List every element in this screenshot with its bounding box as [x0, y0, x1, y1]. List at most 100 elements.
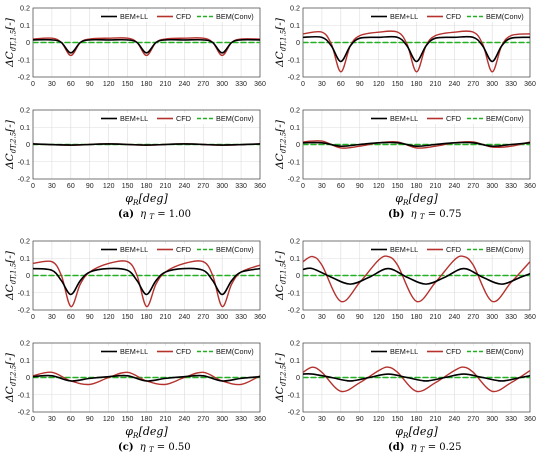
x-tick-label: 330	[505, 81, 517, 88]
x-axis-label-unit: [deg]	[139, 192, 169, 205]
series-bemll-line	[303, 267, 530, 285]
legend-box	[369, 244, 527, 255]
x-axis-label: φR[deg]	[395, 425, 438, 440]
series-cfd-line	[33, 260, 260, 308]
y-tick-label: 0.1	[20, 254, 30, 263]
x-tick-label: 150	[122, 314, 134, 321]
y-tick-label: 0.2	[20, 237, 30, 246]
x-tick-label: 60	[337, 314, 345, 321]
x-tick-label: 210	[430, 416, 442, 423]
x-tick-label: 60	[67, 416, 75, 423]
legend-label-conv: BEM(Conv)	[486, 245, 524, 254]
caption-d-sub: T	[420, 446, 426, 454]
y-tick-label: -0.2	[288, 73, 300, 82]
x-tick-label: 60	[67, 183, 75, 190]
x-axis-label-unit: [deg]	[409, 425, 439, 438]
legend-label-cfd: CFD	[446, 245, 461, 254]
x-tick-label: 330	[235, 183, 247, 190]
y-axis-label: ΔCdT,1.5[-]	[274, 250, 288, 301]
x-tick-label: 240	[448, 314, 460, 321]
x-tick-label: 90	[356, 314, 364, 321]
caption-b-eta: η	[411, 209, 417, 220]
series-cfd-line	[303, 366, 530, 393]
x-tick-label: 60	[67, 314, 75, 321]
x-tick-label: 90	[356, 81, 364, 88]
caption-a-letter: (a)	[118, 209, 134, 220]
y-tick-label: 0.1	[290, 254, 300, 263]
x-tick-label: 150	[122, 416, 134, 423]
x-tick-label: 300	[216, 81, 228, 88]
legend-label-bemll: BEM+LL	[390, 114, 418, 123]
x-tick-label: 120	[103, 314, 115, 321]
y-tick-label: 0.1	[290, 21, 300, 30]
x-tick-label: 270	[467, 314, 479, 321]
y-tick-label: 0	[296, 140, 300, 149]
y-tick-label: 0.2	[290, 237, 300, 246]
y-axis-label: ΔCdT,1.5[-]	[274, 17, 288, 68]
y-axis-label-sub: dT,2.5	[10, 364, 18, 386]
y-tick-label: 0.1	[290, 123, 300, 132]
x-axis-label: φR[deg]	[125, 192, 168, 207]
x-axis-label-symbol: φ	[125, 192, 133, 205]
y-axis-label-symbol: ΔC	[274, 153, 286, 170]
x-tick-label: 300	[216, 416, 228, 423]
legend: BEM+LL CFD BEM(Conv)	[99, 113, 257, 124]
y-tick-label: 0.1	[20, 123, 30, 132]
x-axis-label-symbol: φ	[395, 425, 403, 438]
x-tick-label: 180	[141, 416, 153, 423]
x-tick-label: 240	[178, 416, 190, 423]
x-tick-label: 120	[373, 183, 385, 190]
y-axis-label-symbol: ΔC	[4, 153, 16, 170]
y-axis-label-unit: [-]	[274, 352, 286, 365]
panel-b-bottom: -0.2 -0.1 0 0.1 0.2 0 30 60 90 120 150 180 210 240 270…	[274, 106, 536, 208]
legend-label-conv: BEM(Conv)	[216, 114, 254, 123]
x-tick-label: 240	[448, 416, 460, 423]
x-tick-label: 330	[505, 314, 517, 321]
x-tick-label: 360	[524, 183, 536, 190]
y-tick-label: 0	[26, 140, 30, 149]
y-axis-label: ΔCdT,1.5[-]	[4, 250, 18, 301]
x-tick-label: 210	[430, 183, 442, 190]
y-tick-label: 0.2	[20, 339, 30, 348]
y-tick-label: -0.1	[18, 55, 30, 64]
x-tick-label: 90	[86, 314, 94, 321]
x-tick-label: 60	[67, 81, 75, 88]
x-axis-label: φR[deg]	[125, 425, 168, 440]
x-tick-label: 150	[122, 183, 134, 190]
panel-a-bottom: -0.2 -0.1 0 0.1 0.2 0 30 60 90 120 150 180 210 240 270…	[4, 106, 266, 208]
x-tick-label: 180	[411, 81, 423, 88]
y-axis-label-sub: dT,1.5	[280, 262, 288, 284]
x-tick-label: 210	[160, 416, 172, 423]
series-cfd-line	[33, 37, 260, 57]
x-tick-label: 210	[160, 81, 172, 88]
y-axis-label-sub: dT,1.5	[280, 29, 288, 51]
series-bemll-line	[303, 35, 530, 63]
x-tick-label: 300	[486, 81, 498, 88]
series-bemll-line	[33, 38, 260, 54]
x-tick-label: 180	[411, 314, 423, 321]
caption-c: (c) η T = 0.50	[118, 442, 191, 455]
x-tick-label: 90	[86, 416, 94, 423]
x-tick-label: 150	[392, 81, 404, 88]
legend-label-cfd: CFD	[176, 12, 191, 21]
legend-box	[99, 11, 257, 22]
y-tick-label: -0.2	[18, 408, 30, 417]
x-tick-label: 30	[48, 183, 56, 190]
y-tick-label: 0.2	[20, 4, 30, 13]
x-tick-label: 120	[103, 183, 115, 190]
legend: BEM+LL CFD BEM(Conv)	[369, 113, 527, 124]
x-tick-label: 30	[318, 81, 326, 88]
caption-b-sub: T	[420, 213, 426, 221]
panel-b-top: -0.2 -0.1 0 0.1 0.2 0 30 60 90 120 150 180 210 240 270…	[274, 4, 536, 89]
caption-c-value: = 0.50	[157, 442, 191, 453]
legend: BEM+LL CFD BEM(Conv)	[369, 11, 527, 22]
y-axis-label-sub: dT,2.5	[10, 131, 18, 153]
y-axis-label-unit: [-]	[4, 17, 16, 30]
y-tick-label: 0.2	[290, 339, 300, 348]
x-tick-label: 360	[524, 314, 536, 321]
x-axis-label-symbol: φ	[125, 425, 133, 438]
caption-a-value: = 1.00	[157, 209, 191, 220]
y-tick-label: 0	[296, 271, 300, 280]
x-tick-label: 270	[197, 314, 209, 321]
y-axis-label-sub: dT,2.5	[280, 131, 288, 153]
